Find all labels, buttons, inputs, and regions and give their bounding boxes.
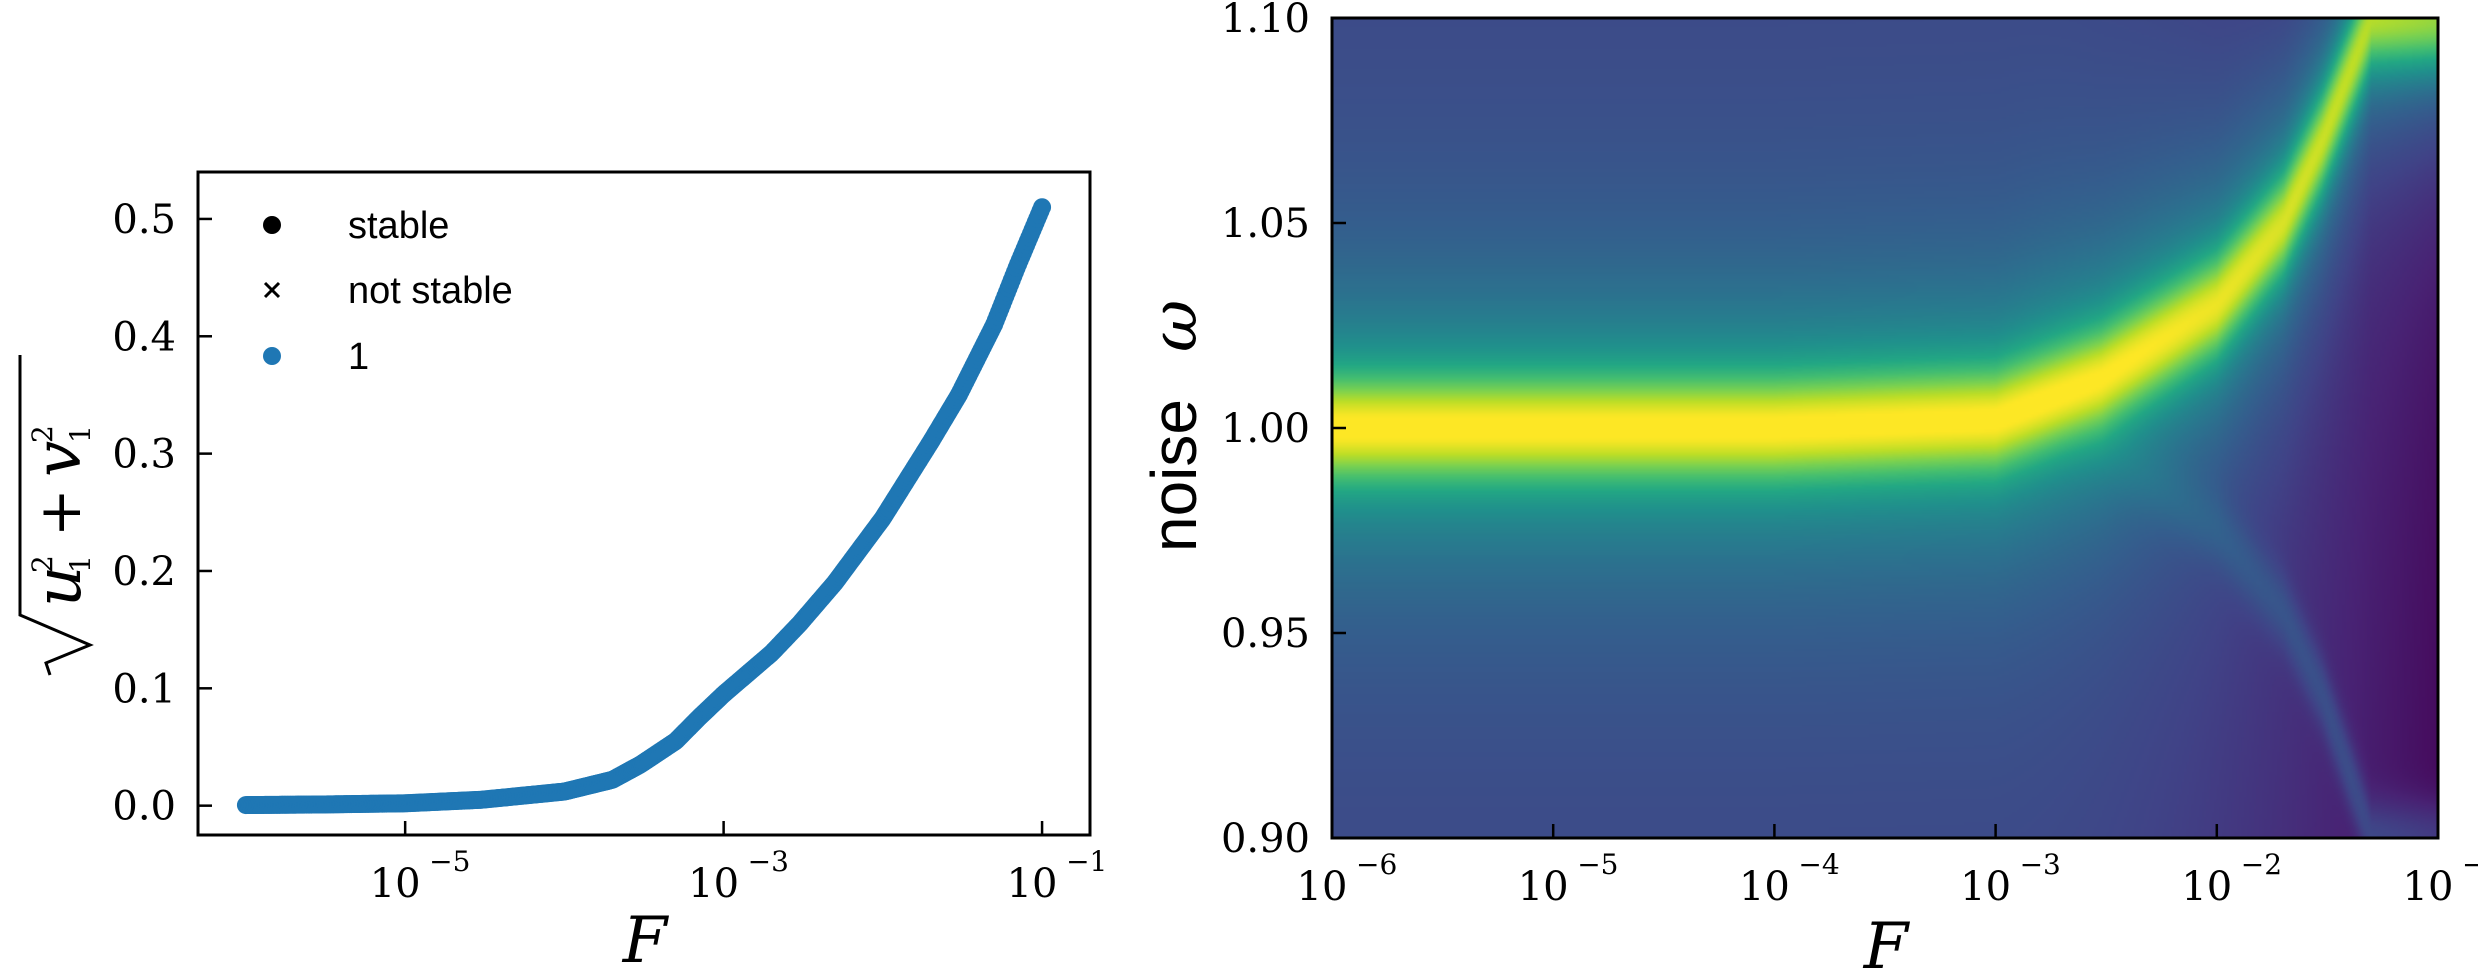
left-legend: stable not stable 1 bbox=[263, 205, 513, 378]
legend-label-series-1: 1 bbox=[348, 336, 369, 378]
x-tick-label: 10 bbox=[2403, 864, 2454, 910]
x-tick-label: 10 bbox=[1960, 864, 2011, 910]
svg-text:+: + bbox=[26, 488, 94, 537]
legend-marker-not-stable bbox=[263, 281, 281, 299]
right-y-ticks: 0.90 0.95 1.00 1.05 1.10 bbox=[1221, 0, 1346, 862]
y-tick-label: 0.3 bbox=[112, 432, 176, 478]
legend-marker-stable bbox=[263, 216, 281, 234]
y-tick-label: 0.4 bbox=[112, 314, 176, 360]
left-x-axis-label: F bbox=[622, 904, 670, 973]
right-y-axis-label: noise ω bbox=[1138, 300, 1212, 552]
y-tick-label: 0.1 bbox=[112, 666, 176, 712]
x-tick-label: 10 bbox=[1518, 864, 1569, 910]
y-tick-label: 0.95 bbox=[1221, 611, 1310, 657]
y-tick-label: 1.05 bbox=[1221, 201, 1310, 247]
x-tick-label: 10 bbox=[688, 861, 739, 907]
legend-marker-series-1 bbox=[263, 347, 281, 365]
x-tick-exponent: −6 bbox=[1356, 848, 1397, 881]
right-x-axis-label: F bbox=[1863, 910, 1911, 973]
left-scatter-series bbox=[236, 198, 1052, 815]
left-plot-frame bbox=[196, 170, 1092, 837]
y-tick-label: 0.5 bbox=[112, 197, 176, 243]
left-x-ticks: 10 −5 10 −3 10 −1 bbox=[370, 821, 1107, 907]
right-y-axis-label-prefix: noise bbox=[1138, 399, 1210, 552]
left-chart: 10 −5 10 −3 10 −1 0.00.10.20.30.40.5 stable n… bbox=[18, 170, 1107, 973]
legend-label-not-stable: not stable bbox=[348, 270, 513, 312]
x-tick-exponent: −1 bbox=[1066, 845, 1107, 878]
y-tick-label: 0.0 bbox=[112, 784, 176, 830]
x-tick-exponent: −5 bbox=[1577, 848, 1618, 881]
svg-text:v: v bbox=[22, 441, 96, 477]
x-tick-exponent: −1 bbox=[2462, 848, 2478, 881]
left-y-axis-label: u 2 1 + v 2 1 bbox=[18, 355, 97, 676]
svg-text:1: 1 bbox=[64, 555, 97, 573]
y-tick-label: 1.00 bbox=[1221, 406, 1310, 452]
x-tick-label: 10 bbox=[1297, 864, 1348, 910]
y-tick-label: 0.90 bbox=[1221, 816, 1310, 862]
y-tick-label: 1.10 bbox=[1221, 0, 1310, 42]
right-x-ticks: 10−610−510−410−310−210−1 bbox=[1297, 824, 2478, 910]
x-tick-label: 10 bbox=[370, 861, 421, 907]
heatmap-image bbox=[1332, 18, 2438, 838]
left-y-ticks: 0.0 0.1 0.2 0.3 0.4 0.5 bbox=[112, 197, 212, 830]
legend-label-stable: stable bbox=[348, 205, 449, 247]
x-tick-label: 10 bbox=[1739, 864, 1790, 910]
x-tick-label: 10 bbox=[1007, 861, 1058, 907]
svg-text:2: 2 bbox=[26, 555, 59, 573]
right-chart: 10−610−510−410−310−210−1 0.900.951.001.0… bbox=[1138, 0, 2478, 973]
scatter-point bbox=[1033, 198, 1052, 217]
y-tick-label: 0.2 bbox=[112, 549, 176, 595]
x-tick-exponent: −3 bbox=[2020, 848, 2061, 881]
x-tick-label: 10 bbox=[2181, 864, 2232, 910]
svg-text:u: u bbox=[22, 566, 96, 607]
svg-text:1: 1 bbox=[64, 425, 97, 443]
x-tick-exponent: −4 bbox=[1798, 848, 1839, 881]
x-tick-exponent: −5 bbox=[429, 845, 470, 878]
x-tick-exponent: −2 bbox=[2241, 848, 2282, 881]
x-tick-exponent: −3 bbox=[748, 845, 789, 878]
svg-text:2: 2 bbox=[26, 425, 59, 443]
right-y-axis-label-symbol: ω bbox=[1138, 300, 1212, 352]
